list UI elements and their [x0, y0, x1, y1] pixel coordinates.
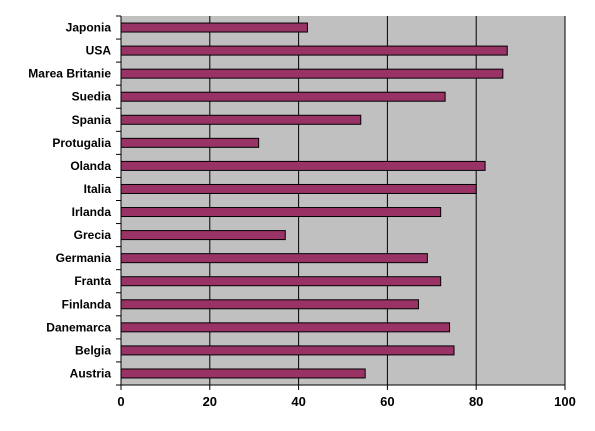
category-label: Olanda — [70, 159, 111, 173]
bar-irlanda — [120, 207, 442, 218]
bar-germania — [120, 253, 428, 264]
category-label: Germania — [56, 251, 112, 265]
bar-spania — [120, 114, 362, 125]
x-tick-label: 80 — [469, 394, 483, 409]
category-label: Austria — [70, 366, 112, 380]
x-tick-label: 100 — [554, 394, 576, 409]
x-tick-label: 20 — [203, 394, 217, 409]
x-tick-label: 40 — [291, 394, 305, 409]
category-label: USA — [86, 44, 112, 58]
x-tick-label: 60 — [380, 394, 394, 409]
category-label: Italia — [84, 182, 112, 196]
category-label: Spania — [72, 113, 112, 127]
bar-danemarca — [120, 322, 451, 333]
bar-protugalia — [120, 137, 260, 148]
category-label: Grecia — [74, 228, 112, 242]
category-label: Danemarca — [46, 320, 111, 334]
bars — [120, 22, 508, 379]
x-tick-label: 0 — [117, 394, 124, 409]
category-label: Suedia — [72, 90, 112, 104]
category-label: Belgia — [75, 343, 111, 357]
bar-olanda — [120, 160, 486, 171]
bar-suedia — [120, 91, 446, 102]
category-label: Marea Britanie — [28, 67, 111, 81]
x-tick-labels: 0 20 40 60 80 100 — [117, 394, 575, 409]
bar-italia — [120, 183, 477, 194]
category-label: Japonia — [66, 21, 112, 35]
axes — [116, 15, 566, 390]
bar-austria — [120, 368, 366, 379]
bar-grecia — [120, 230, 286, 241]
bar-usa — [120, 45, 508, 56]
bar-japonia — [120, 22, 308, 33]
bar-marea-britanie — [120, 68, 504, 79]
category-labels: Japonia USA Marea Britanie Suedia Spania Prot… — [28, 21, 111, 381]
category-label: Franta — [74, 274, 111, 288]
category-label: Protugalia — [52, 136, 111, 150]
bar-belgia — [120, 345, 455, 356]
category-label: Irlanda — [72, 205, 112, 219]
bar-franta — [120, 276, 442, 287]
bar-finlanda — [120, 299, 419, 310]
category-label: Finlanda — [62, 297, 112, 311]
